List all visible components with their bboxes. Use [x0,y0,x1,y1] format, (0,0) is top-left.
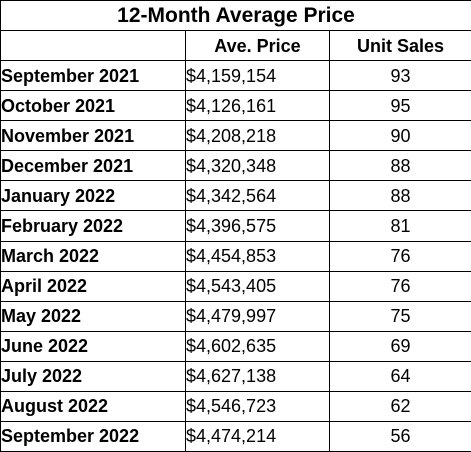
month-cell: October 2021 [0,90,186,122]
title-row: 12-Month Average Price [0,0,471,32]
units-cell: 88 [329,180,471,212]
month-cell: August 2022 [0,390,186,422]
table-row: October 2021 $4,126,161 95 [0,90,471,122]
table-row: September 2021 $4,159,154 93 [0,60,471,92]
units-cell: 76 [329,240,471,272]
units-cell: 56 [329,420,471,452]
table-row: July 2022 $4,627,138 64 [0,360,471,392]
units-cell: 81 [329,210,471,242]
units-cell: 62 [329,390,471,422]
price-cell: $4,342,564 [185,180,330,212]
month-cell: May 2022 [0,300,186,332]
units-cell: 88 [329,150,471,182]
header-row: Ave. Price Unit Sales [0,30,471,62]
price-cell: $4,543,405 [185,270,330,302]
month-cell: January 2022 [0,180,186,212]
price-cell: $4,546,723 [185,390,330,422]
month-cell: June 2022 [0,330,186,362]
price-cell: $4,320,348 [185,150,330,182]
table-row: December 2021 $4,320,348 88 [0,150,471,182]
table-row: September 2022 $4,474,214 56 [0,420,471,452]
units-cell: 76 [329,270,471,302]
month-cell: February 2022 [0,210,186,242]
header-ave-price: Ave. Price [185,30,330,62]
table-row: May 2022 $4,479,997 75 [0,300,471,332]
price-cell: $4,474,214 [185,420,330,452]
price-cell: $4,159,154 [185,60,330,92]
table-row: June 2022 $4,602,635 69 [0,330,471,362]
units-cell: 95 [329,90,471,122]
price-cell: $4,602,635 [185,330,330,362]
units-cell: 93 [329,60,471,92]
units-cell: 75 [329,300,471,332]
price-cell: $4,126,161 [185,90,330,122]
month-cell: September 2021 [0,60,186,92]
table-row: April 2022 $4,543,405 76 [0,270,471,302]
month-cell: September 2022 [0,420,186,452]
header-unit-sales: Unit Sales [329,30,471,62]
price-cell: $4,208,218 [185,120,330,152]
units-cell: 69 [329,330,471,362]
table-row: March 2022 $4,454,853 76 [0,240,471,272]
price-cell: $4,454,853 [185,240,330,272]
table-row: February 2022 $4,396,575 81 [0,210,471,242]
month-cell: March 2022 [0,240,186,272]
month-cell: July 2022 [0,360,186,392]
units-cell: 90 [329,120,471,152]
table-row: August 2022 $4,546,723 62 [0,390,471,422]
table-row: November 2021 $4,208,218 90 [0,120,471,152]
price-cell: $4,396,575 [185,210,330,242]
month-cell: April 2022 [0,270,186,302]
month-cell: December 2021 [0,150,186,182]
table-title: 12-Month Average Price [0,0,471,32]
units-cell: 64 [329,360,471,392]
price-cell: $4,479,997 [185,300,330,332]
table-row: January 2022 $4,342,564 88 [0,180,471,212]
price-cell: $4,627,138 [185,360,330,392]
header-month [0,30,186,62]
month-cell: November 2021 [0,120,186,152]
